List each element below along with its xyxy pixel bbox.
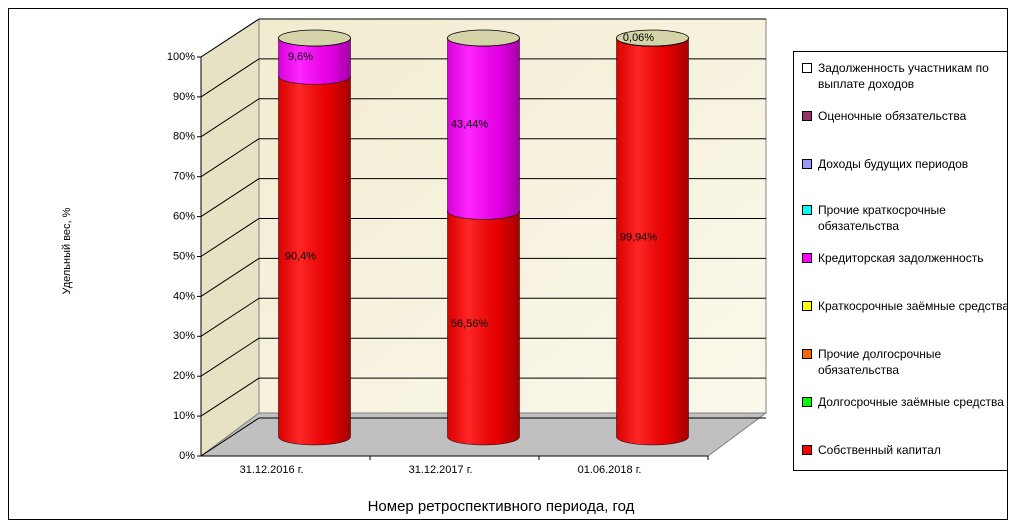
y-tick-label: 100% [167,51,195,63]
y-tick-label: 10% [173,410,195,422]
grid-line [200,417,260,457]
legend-swatch [802,111,812,121]
data-label: 99,94% [620,232,658,244]
legend-label: Краткосрочные заёмные средства [818,299,1008,313]
legend-swatch [802,63,812,73]
legend-label: Прочие долгосрочные обязательства [818,347,942,377]
grid-line [200,257,260,297]
x-tick-label: 01.06.2018 г. [578,464,642,476]
legend-item: Собственный капитал [802,442,1007,458]
grid-line [200,178,260,218]
cylinder-cap [278,29,351,47]
legend-label: Прочие краткосрочные обязательства [818,203,946,233]
y-tick-label: 80% [173,131,195,143]
legend-swatch [802,301,812,311]
grid-line [200,337,260,377]
legend-label: Собственный капитал [818,443,941,457]
x-axis-title: Номер ретроспективного периода, год [368,498,635,515]
cylinder-cap [447,29,520,47]
legend-swatch [802,159,812,169]
legend-item: Краткосрочные заёмные средства [802,298,1008,314]
legend-label: Доходы будущих периодов [818,157,969,171]
legend-label: Оценочные обязательства [818,109,967,123]
legend-swatch [802,445,812,455]
grid-line [200,218,260,257]
grid-line [200,138,260,178]
data-label: 9,6% [288,51,313,63]
y-tick-label: 60% [173,211,195,223]
y-axis-title: Удельный вес, % [61,207,73,294]
y-tick-label: 40% [173,290,195,302]
data-label: 43,44% [451,119,489,131]
x-tick-label: 31.12.2017 г. [409,464,473,476]
data-label: 90,4% [285,251,316,263]
grid-line [200,58,260,98]
cylinder-cap [616,29,689,47]
cylinder-shade [447,38,520,220]
y-tick-label: 90% [173,91,195,103]
legend-item: Прочие долгосрочные обязательства [802,346,1007,378]
cylinder-shade [447,211,520,445]
grid-line [200,297,260,337]
legend-item: Прочие краткосрочные обязательства [802,202,1007,234]
x-tick-label: 31.12.2016 г. [240,464,304,476]
legend-item: Оценочные обязательства [802,108,1007,124]
grid-line [200,98,260,138]
cylinder-shade [278,38,351,85]
grid-line [200,18,260,58]
legend-label: Кредиторская задолженность [818,251,984,265]
legend-item: Задолженность участникам по выплате дохо… [802,60,1007,92]
data-label: 56,56% [451,318,489,330]
legend-item: Доходы будущих периодов [802,156,1007,172]
cylinder-shade [278,76,351,445]
data-label: 0,06% [623,32,654,44]
legend-swatch [802,253,812,263]
legend: Задолженность участникам по выплате дохо… [793,51,1008,471]
cylinder-shade [616,38,689,445]
y-tick-label: 70% [173,171,195,183]
legend-swatch [802,349,812,359]
y-tick-label: 0% [179,450,195,462]
y-tick-label: 30% [173,330,195,342]
legend-swatch [802,397,812,407]
legend-swatch [802,205,812,215]
legend-label: Долгосрочные заёмные средства [818,395,1004,409]
grid-line [200,377,260,417]
legend-item: Кредиторская задолженность [802,250,1007,266]
y-tick-label: 20% [173,370,195,382]
legend-label: Задолженность участникам по выплате дохо… [818,61,989,91]
y-tick-label: 50% [173,250,195,262]
chart-frame: Удельный вес, % Номер ретроспективного п… [8,8,1008,520]
chart: Удельный вес, % Номер ретроспективного п… [61,18,768,515]
legend-item: Долгосрочные заёмные средства [802,394,1007,410]
